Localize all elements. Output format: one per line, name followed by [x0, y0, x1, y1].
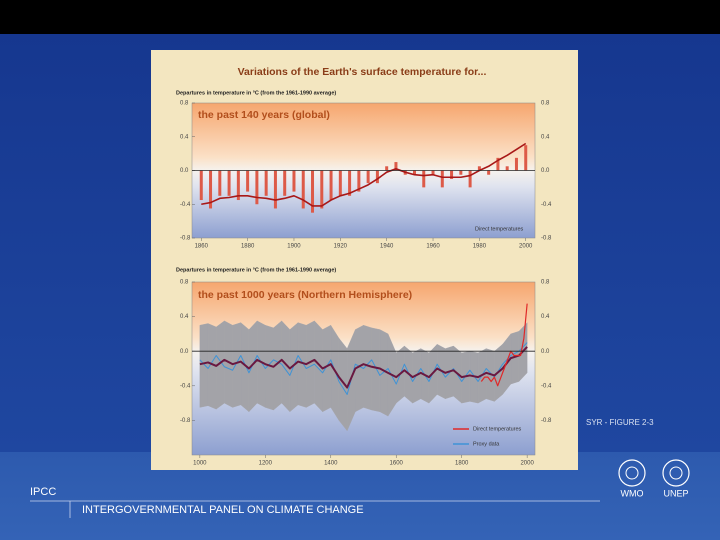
bar — [366, 170, 370, 184]
bar — [440, 170, 444, 188]
bar — [385, 166, 389, 171]
y-tick-label: 0.0 — [180, 168, 189, 174]
bar — [301, 170, 305, 209]
bar — [227, 170, 231, 196]
x-tick-label: 2000 — [520, 461, 534, 467]
y2-tick-label: 0.8 — [541, 280, 550, 286]
bar — [283, 170, 287, 196]
y-tick-label: 0.0 — [180, 349, 189, 355]
y-tick-label: 0.4 — [180, 314, 189, 320]
annotation: Direct temperatures — [475, 226, 524, 232]
bar — [477, 166, 481, 171]
logo-label: UNEP — [663, 488, 688, 498]
series-line — [201, 142, 527, 207]
x-tick-label: 1800 — [455, 461, 469, 467]
x-tick-label: 1600 — [390, 461, 404, 467]
bar — [468, 170, 472, 188]
bar — [264, 170, 268, 196]
legend-label: Proxy data — [473, 441, 500, 447]
bar — [199, 170, 203, 201]
axis-label: Departures in temperature in °C (from th… — [176, 90, 336, 96]
bar — [273, 170, 277, 209]
bar — [255, 170, 259, 205]
y2-tick-label: -0.8 — [541, 236, 552, 242]
y-tick-label: 0.8 — [180, 101, 189, 107]
footer-acronym: IPCC — [30, 486, 56, 498]
bar — [338, 170, 342, 196]
y2-tick-label: -0.4 — [541, 202, 552, 208]
unep-emblem — [662, 459, 690, 487]
axis-label: Departures in temperature in °C (from th… — [176, 267, 336, 273]
footer-name: INTERGOVERNMENTAL PANEL ON CLIMATE CHANG… — [82, 504, 364, 516]
x-tick-label: 1920 — [334, 244, 348, 250]
bar — [311, 170, 315, 213]
uncertainty-band — [297, 322, 307, 408]
panel-title: the past 140 years (global) — [198, 109, 330, 121]
bar — [524, 145, 528, 171]
y2-tick-label: 0.8 — [541, 101, 550, 107]
bar — [236, 170, 240, 201]
y2-tick-label: 0.4 — [541, 134, 550, 140]
x-tick-label: 2000 — [519, 244, 533, 250]
bar — [496, 157, 500, 171]
x-tick-label: 1960 — [426, 244, 440, 250]
y2-tick-label: -0.8 — [541, 418, 552, 424]
bar — [412, 170, 416, 175]
bar — [375, 170, 379, 184]
x-tick-label: 1880 — [241, 244, 255, 250]
x-tick-label: 1900 — [287, 244, 301, 250]
y-tick-label: -0.4 — [180, 202, 191, 208]
bar — [246, 170, 250, 192]
bar — [487, 170, 491, 175]
y-tick-label: 0.4 — [180, 134, 189, 140]
series-line — [480, 303, 528, 387]
uncertainty-band — [330, 324, 340, 422]
x-tick-label: 1980 — [473, 244, 487, 250]
bar — [394, 162, 398, 171]
bar — [292, 170, 296, 192]
y2-tick-label: 0.4 — [541, 314, 550, 320]
y2-tick-label: 0.0 — [541, 168, 550, 174]
y2-tick-label: -0.4 — [541, 383, 552, 389]
figure-label: SYR - FIGURE 2-3 — [586, 418, 654, 427]
bar — [514, 157, 518, 171]
bar — [422, 170, 426, 188]
bar — [357, 170, 361, 192]
bar — [329, 170, 333, 201]
y-tick-label: -0.8 — [180, 418, 191, 424]
bar — [348, 170, 352, 196]
figure-title: Variations of the Earth's surface temper… — [238, 66, 487, 78]
x-tick-label: 1860 — [195, 244, 209, 250]
bar — [320, 170, 324, 209]
x-tick-label: 1940 — [380, 244, 394, 250]
bar — [505, 166, 509, 171]
x-tick-label: 1200 — [259, 461, 273, 467]
bar — [431, 170, 435, 175]
y-tick-label: -0.4 — [180, 383, 191, 389]
series-line — [199, 346, 528, 389]
logo-label: WMO — [621, 488, 644, 498]
y-tick-label: -0.8 — [180, 236, 191, 242]
bar — [450, 170, 454, 179]
uncertainty-band — [371, 327, 381, 412]
top-band — [0, 0, 720, 34]
uncertainty-band — [232, 322, 241, 408]
legend-label: Direct temperatures — [473, 426, 522, 432]
bar — [459, 170, 463, 175]
wmo-emblem-inner — [625, 466, 639, 480]
bar — [209, 170, 213, 209]
x-tick-label: 1000 — [193, 461, 207, 467]
y-tick-label: 0.8 — [180, 280, 189, 286]
wmo-emblem — [618, 459, 646, 487]
x-tick-label: 1400 — [324, 461, 338, 467]
unep-emblem-inner — [669, 466, 683, 480]
bar — [218, 170, 222, 196]
uncertainty-band — [199, 323, 209, 408]
y2-tick-label: 0.0 — [541, 349, 550, 355]
panel-title: the past 1000 years (Northern Hemisphere… — [198, 289, 412, 301]
